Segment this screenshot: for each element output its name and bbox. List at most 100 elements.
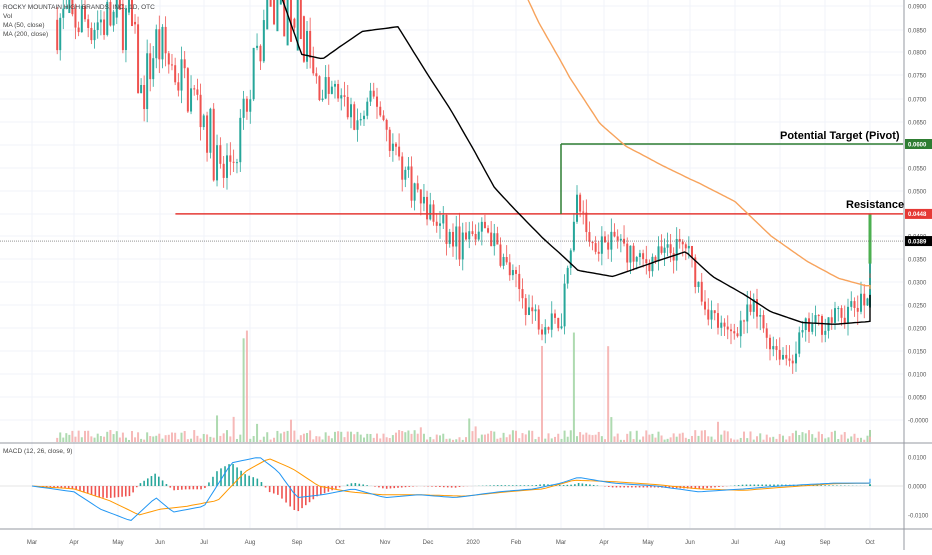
volume-bar <box>266 432 268 442</box>
macd-histogram-bar <box>257 479 259 486</box>
candle-body <box>200 95 202 127</box>
macd-histogram-bar <box>362 484 364 486</box>
macd-histogram-bar <box>412 486 414 487</box>
volume-bar <box>860 438 862 442</box>
macd-histogram-bar <box>106 486 108 498</box>
candle-body <box>398 147 400 157</box>
volume-bar <box>576 436 578 442</box>
volume-bar <box>213 438 215 442</box>
macd-histogram-bar <box>836 485 838 486</box>
candle-body <box>426 197 428 219</box>
volume-bar <box>414 430 416 442</box>
volume-bar <box>401 431 403 442</box>
macd-histogram-bar <box>493 485 495 486</box>
macd-histogram-bar <box>154 474 156 486</box>
candle-body <box>340 95 342 98</box>
volume-bar <box>496 439 498 442</box>
volume-bar <box>772 437 774 442</box>
macd-histogram-bar <box>285 486 287 503</box>
macd-histogram-bar <box>114 486 116 498</box>
volume-bar <box>720 435 722 442</box>
macd-histogram-bar <box>455 486 457 488</box>
candle-body <box>567 268 569 284</box>
macd-histogram-bar <box>305 486 307 505</box>
macd-histogram-bar <box>309 486 311 502</box>
macd-histogram-bar <box>722 486 724 487</box>
candle-body <box>701 282 703 302</box>
time-tick-label: Jun <box>155 540 165 546</box>
macd-histogram-bar <box>335 486 337 489</box>
volume-bar <box>71 431 73 442</box>
volume-bar <box>541 346 543 442</box>
volume-bar <box>331 438 333 442</box>
candle-body <box>465 233 467 240</box>
candle-body <box>595 243 597 252</box>
time-tick-label: Apr <box>69 540 78 546</box>
volume-bar <box>446 439 448 442</box>
volume-bar <box>119 438 121 442</box>
candle-body <box>233 162 235 163</box>
macd-histogram-bar <box>832 485 834 486</box>
volume-bar <box>733 440 735 442</box>
macd-histogram-bar <box>91 486 93 495</box>
volume-bar <box>109 430 111 442</box>
candle-body <box>209 109 211 153</box>
candle-body <box>417 183 419 189</box>
candle-body <box>239 118 241 162</box>
candle-body <box>386 120 388 130</box>
candle-body <box>518 274 520 289</box>
volume-bar <box>344 437 346 442</box>
candle-body <box>766 328 768 337</box>
volume-bar <box>193 430 195 442</box>
macd-histogram-bar <box>559 485 561 486</box>
candle-body <box>688 246 690 248</box>
candle-body <box>564 284 566 327</box>
candle-body <box>673 253 675 260</box>
candle-body <box>318 76 320 100</box>
volume-bar <box>487 434 489 442</box>
volume-bar <box>701 431 703 442</box>
candle-body <box>411 166 413 200</box>
macd-histogram-bar <box>608 486 610 487</box>
candle-body <box>664 248 666 253</box>
macd-histogram-bar <box>351 483 353 486</box>
volume-bar <box>601 436 603 442</box>
volume-bar <box>515 431 517 442</box>
volume-bar <box>334 432 336 442</box>
volume-bar <box>724 431 726 442</box>
volume-bar <box>645 430 647 442</box>
volume-bar <box>730 438 732 442</box>
macd-histogram-bar <box>386 486 388 489</box>
time-tick-label: May <box>642 540 653 546</box>
volume-bar <box>347 432 349 442</box>
candle-body <box>763 315 765 328</box>
price-tick-label: 0.0850 <box>908 29 927 35</box>
price-tick-label: 0.0500 <box>908 190 927 196</box>
candle-body <box>312 58 314 74</box>
candle-body <box>633 246 635 262</box>
macd-histogram-bar <box>173 486 175 490</box>
price-tick-label: 0.0250 <box>908 304 927 310</box>
candle-body <box>576 195 578 222</box>
candle-body <box>509 262 511 275</box>
macd-histogram-bar <box>738 485 740 486</box>
time-tick-label: Dec <box>423 540 434 546</box>
candle-body <box>223 164 225 178</box>
candle-body <box>802 330 804 332</box>
candle-body <box>601 236 603 253</box>
volume-bar <box>664 440 666 442</box>
candle-body <box>370 91 372 102</box>
volume-bar <box>116 431 118 442</box>
macd-histogram-bar <box>582 483 584 486</box>
volume-bar <box>78 431 80 442</box>
candle-body <box>704 302 706 310</box>
macd-histogram-bar <box>244 474 246 486</box>
volume-bar <box>704 430 706 442</box>
macd-histogram-bar <box>489 485 491 486</box>
candle-body <box>184 59 186 68</box>
volume-bar <box>468 418 470 442</box>
volume-bar <box>379 438 381 442</box>
volume-bar <box>187 439 189 442</box>
volume-bar <box>607 346 609 442</box>
